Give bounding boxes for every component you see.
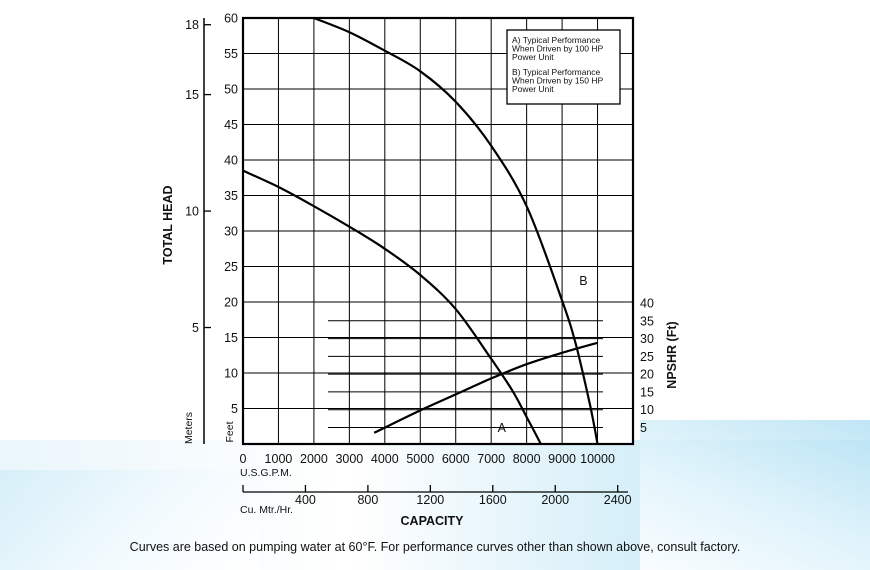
y-tick-label-feet: 15 (224, 331, 238, 345)
y-units-feet: Feet (224, 421, 236, 442)
y2-tick-label: 25 (640, 350, 654, 364)
y-tick-label-feet: 55 (224, 47, 238, 61)
x-tick-label-gpm: 6000 (442, 452, 470, 466)
y-tick-label-feet: 10 (224, 367, 238, 381)
y-tick-label-feet: 35 (224, 189, 238, 203)
y-tick-label-feet: 5 (231, 402, 238, 416)
labels-layer: 51015202530354045505560Feet5101518Meters… (161, 12, 679, 529)
y2-tick-label: 15 (640, 385, 654, 399)
x-tick-label-gpm: 9000 (548, 452, 576, 466)
y-tick-label-feet: 40 (224, 154, 238, 168)
curve-annotation: A (498, 421, 507, 435)
y-tick-label-meters: 5 (192, 321, 199, 335)
x-tick-label-cmh: 1200 (416, 493, 444, 507)
series-layer (242, 16, 599, 445)
y-axis-title: TOTAL HEAD (161, 185, 175, 264)
background-stripe (0, 470, 260, 570)
y-tick-label-feet: 20 (224, 296, 238, 310)
y-tick-label-feet: 60 (224, 12, 238, 26)
y-tick-label-meters: 18 (185, 18, 199, 32)
x-tick-label-gpm: 8000 (513, 452, 541, 466)
x-tick-label-cmh: 1600 (479, 493, 507, 507)
x-tick-label-gpm: 1000 (265, 452, 293, 466)
y-tick-label-feet: 50 (224, 83, 238, 97)
plot-frame (241, 16, 635, 446)
x-tick-label-gpm: 7000 (477, 452, 505, 466)
footnote: Curves are based on pumping water at 60°… (129, 540, 741, 554)
x-tick-label-gpm: 10000 (580, 452, 615, 466)
x-tick-label-cmh: 2000 (541, 493, 569, 507)
y-tick-label-feet: 45 (224, 118, 238, 132)
y2-tick-label: 30 (640, 332, 654, 346)
x-tick-label-gpm: 4000 (371, 452, 399, 466)
legend-entry-text: Power Unit (512, 84, 554, 94)
legend-entry-text: A) Typical Performance (512, 35, 600, 45)
y-tick-label-feet: 25 (224, 260, 238, 274)
npshr-curve (373, 341, 598, 434)
y2-tick-label: 5 (640, 421, 647, 435)
x-axis-title: CAPACITY (401, 514, 465, 528)
x-tick-label-cmh: 2400 (604, 493, 632, 507)
y-tick-label-feet: 30 (224, 225, 238, 239)
axes (203, 16, 635, 493)
x-tick-label-gpm: 5000 (406, 452, 434, 466)
legend-entry-text: When Driven by 150 HP (512, 75, 604, 85)
legend-entry-text: B) Typical Performance (512, 67, 600, 77)
x-units-gpm: U.S.G.P.M. (240, 467, 292, 479)
background-stripe-right (640, 420, 870, 570)
y-tick-label-meters: 15 (185, 88, 199, 102)
x-tick-label-gpm: 3000 (335, 452, 363, 466)
legend-entry-text: Power Unit (512, 52, 554, 62)
x-units-cmh: Cu. Mtr./Hr. (240, 504, 293, 516)
legend-box (506, 29, 621, 105)
y-units-meters: Meters (183, 412, 195, 444)
head-curve-b (313, 16, 599, 445)
y2-tick-label: 20 (640, 368, 654, 382)
x-tick-label-gpm: 2000 (300, 452, 328, 466)
x-tick-label-gpm: 0 (240, 452, 247, 466)
curve-annotation: B (579, 274, 587, 288)
legend-entry-text: When Driven by 100 HP (512, 44, 604, 54)
x-tick-label-cmh: 400 (295, 493, 316, 507)
y2-tick-label: 35 (640, 314, 654, 328)
y-tick-label-meters: 10 (185, 205, 199, 219)
y2-tick-label: 10 (640, 403, 654, 417)
y2-tick-label: 40 (640, 297, 654, 311)
y2-axis-title: NPSHR (Ft) (665, 321, 679, 388)
x-tick-label-cmh: 800 (357, 493, 378, 507)
head-curve-a (242, 169, 542, 445)
